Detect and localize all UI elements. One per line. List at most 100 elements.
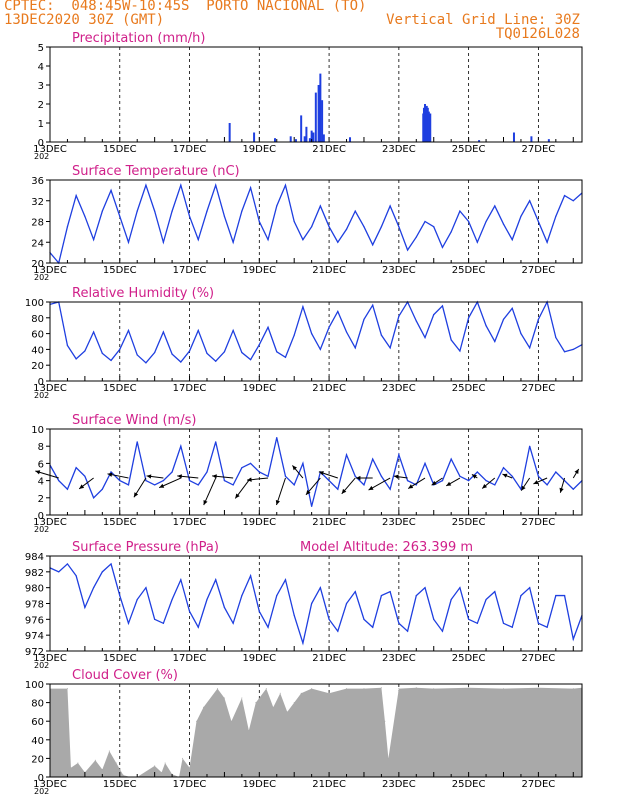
wind-vector-head	[203, 500, 208, 506]
wind-vector-head	[446, 481, 452, 486]
y-tick-label: 976	[25, 615, 44, 626]
wind-vector-head	[305, 489, 311, 495]
data-point	[468, 480, 470, 482]
data-point	[380, 226, 383, 228]
y-tick-label: 40	[31, 736, 44, 747]
precip-bar	[289, 136, 292, 142]
data-point	[380, 334, 383, 336]
data-point	[241, 351, 243, 354]
wind-vector-head	[341, 488, 347, 494]
x-tick-label: 15DEC	[103, 779, 137, 790]
data-point	[529, 347, 531, 349]
wind-vector-head	[408, 484, 414, 489]
cloud-point	[272, 706, 274, 708]
x-tick-label: 15DEC	[103, 517, 137, 528]
wind-vector-head	[292, 465, 297, 471]
data-point	[110, 471, 112, 473]
cloud-point	[311, 688, 313, 690]
data-point	[162, 331, 164, 333]
precip-bar	[426, 107, 429, 142]
data-point	[267, 326, 269, 328]
precip-bar	[317, 85, 320, 142]
y-tick-label: 982	[25, 568, 44, 579]
data-point	[232, 484, 234, 486]
wind-vector-head	[159, 483, 165, 488]
data-point	[188, 480, 191, 482]
data-point	[406, 249, 409, 251]
data-point	[75, 467, 77, 469]
data-point	[302, 642, 304, 644]
precip-bar	[424, 104, 427, 142]
model-altitude: Model Altitude: 263.399 m	[300, 540, 473, 555]
precip-bar	[294, 139, 297, 142]
data-point	[337, 310, 339, 313]
y-tick-label: 80	[31, 699, 44, 710]
header-model: TQ0126L028	[495, 26, 580, 42]
data-point	[345, 454, 348, 456]
data-point	[136, 441, 138, 443]
data-point	[188, 610, 191, 613]
panel-frame	[49, 46, 583, 143]
wind-vector-head	[502, 473, 508, 478]
data-point	[468, 317, 470, 319]
wind-vector-head	[107, 472, 113, 477]
data-point	[293, 220, 295, 223]
data-point	[110, 359, 112, 362]
wind-vector-head	[559, 487, 564, 493]
y-tick-label: 5	[38, 43, 44, 54]
y-tick-label: 20	[31, 361, 44, 372]
data-point	[241, 210, 243, 212]
wind-vector-head	[533, 480, 539, 485]
data-point	[555, 594, 557, 597]
x-tick-label: 15DEC	[103, 265, 137, 276]
cloud-point	[279, 692, 281, 694]
data-point	[84, 475, 86, 477]
data-point	[398, 622, 400, 624]
precip-bar	[308, 138, 311, 142]
data-point	[328, 326, 330, 328]
data-point	[441, 246, 444, 249]
precip-bar	[429, 113, 432, 142]
data-point	[529, 445, 531, 447]
cloud-point	[346, 688, 348, 690]
precip-bar	[312, 132, 315, 142]
data-point	[372, 626, 374, 628]
x-tick-label: 15DEC	[103, 144, 137, 155]
y-tick-label: 100	[25, 298, 44, 309]
wind-vector-head	[521, 485, 526, 491]
y-tick-label: 2	[38, 100, 44, 111]
data-point	[241, 594, 243, 597]
data-point	[232, 622, 234, 624]
data-point	[450, 231, 452, 233]
data-point	[537, 622, 539, 624]
data-point	[459, 350, 461, 352]
data-point	[406, 630, 409, 632]
precip-bar	[319, 73, 322, 142]
data-point	[154, 351, 156, 354]
y-tick-label: 0	[38, 773, 44, 784]
data-point	[476, 471, 478, 473]
x-tick-label: 27DEC	[522, 517, 556, 528]
precip-bar	[321, 100, 324, 142]
x-tick-label: 19DEC	[242, 265, 276, 276]
cloud-point	[537, 687, 539, 689]
y-tick-label: 28	[31, 218, 44, 229]
precip-bar	[530, 136, 533, 142]
data-point	[127, 241, 130, 243]
x-tick-label: 27DEC	[522, 144, 556, 155]
wind-vector-head	[133, 492, 139, 498]
series-line	[49, 562, 583, 646]
data-point	[276, 437, 278, 439]
y-tick-label: 1	[38, 119, 44, 130]
data-point	[406, 480, 409, 482]
data-point	[572, 348, 574, 350]
series-line	[49, 300, 583, 364]
y-tick-label: 2	[38, 494, 44, 505]
cloud-point	[398, 688, 400, 690]
cloud-point	[164, 762, 166, 764]
panel-frame	[49, 301, 583, 382]
data-point	[276, 205, 278, 207]
x-tick-label: 21DEC	[312, 517, 346, 528]
precip-bar	[305, 126, 308, 142]
